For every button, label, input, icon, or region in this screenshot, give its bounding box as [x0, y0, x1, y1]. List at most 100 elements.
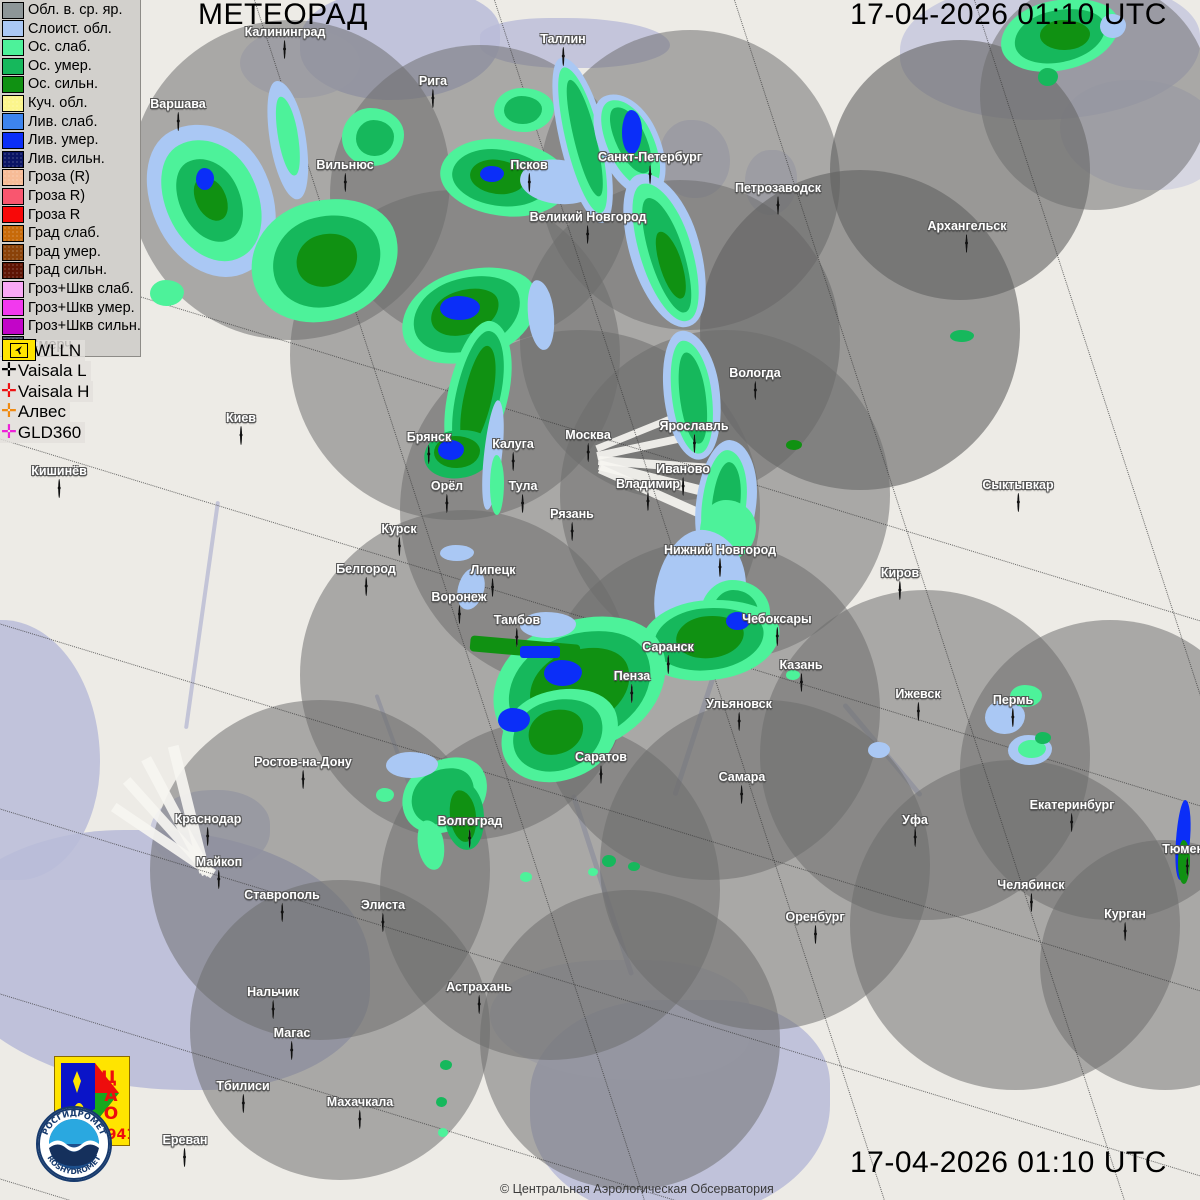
- lightning-legend-row[interactable]: ✛ Vaisala L: [0, 360, 91, 381]
- city-marker[interactable]: Тамбов: [494, 614, 540, 647]
- city-label: Краснодар: [174, 812, 242, 826]
- legend-row[interactable]: Слоист. обл.: [0, 20, 140, 39]
- city-marker[interactable]: Кишинёв: [31, 465, 87, 498]
- city-dot-icon: [631, 683, 633, 703]
- legend-row[interactable]: Лив. умер.: [0, 131, 140, 150]
- city-marker[interactable]: Курган: [1104, 908, 1146, 941]
- legend-row[interactable]: Гроза R: [0, 206, 140, 225]
- city-marker[interactable]: Самара: [719, 771, 765, 804]
- city-dot-icon: [468, 828, 471, 848]
- city-label: Нижний Новгород: [663, 543, 777, 557]
- city-marker[interactable]: Брянск: [407, 431, 451, 464]
- city-marker[interactable]: Рязань: [550, 508, 594, 541]
- city-marker[interactable]: Владимир: [616, 478, 680, 511]
- city-marker[interactable]: Магас: [274, 1027, 310, 1060]
- city-marker[interactable]: Калуга: [492, 438, 534, 471]
- city-marker[interactable]: Саратов: [575, 751, 627, 784]
- legend-row[interactable]: Гроза (R): [0, 168, 140, 187]
- city-marker[interactable]: Майкоп: [196, 856, 242, 889]
- city-marker[interactable]: Тбилиси: [216, 1080, 270, 1113]
- legend-row[interactable]: Ос. слаб.: [0, 38, 140, 57]
- city-marker[interactable]: Пермь: [993, 694, 1033, 727]
- city-marker[interactable]: Волгоград: [438, 815, 502, 848]
- legend-row[interactable]: Лив. сильн.: [0, 150, 140, 169]
- city-dot-icon: [397, 536, 400, 556]
- city-marker[interactable]: Нижний Новгород: [664, 544, 776, 577]
- lightning-legend-row[interactable]: ✛ GLD360: [0, 422, 86, 443]
- city-marker[interactable]: Саранск: [642, 641, 694, 674]
- city-marker[interactable]: Воронеж: [431, 591, 487, 624]
- city-dot-icon: [445, 493, 448, 513]
- legend-row[interactable]: Гроз+Шкв умер.: [0, 299, 140, 318]
- legend-label: Обл. в. ср. яр.: [28, 2, 123, 19]
- city-marker[interactable]: Орёл: [431, 480, 463, 513]
- city-marker[interactable]: Иваново: [656, 463, 710, 496]
- city-marker[interactable]: Псков: [510, 159, 548, 192]
- city-marker[interactable]: Астрахань: [446, 981, 512, 1014]
- echo-cell: [150, 280, 184, 306]
- city-marker[interactable]: Ереван: [163, 1134, 207, 1167]
- echo-cell: [498, 708, 530, 732]
- echo-cell: [588, 868, 598, 876]
- svg-text:А: А: [104, 1086, 118, 1106]
- city-marker[interactable]: Киров: [881, 567, 919, 600]
- city-marker[interactable]: Екатеринбург: [1030, 799, 1114, 832]
- city-marker[interactable]: Варшава: [150, 98, 206, 131]
- city-marker[interactable]: Ульяновск: [706, 698, 772, 731]
- echo-cell: [440, 1060, 452, 1070]
- city-marker[interactable]: Тюмень: [1162, 843, 1200, 876]
- legend-row[interactable]: Куч. обл.: [0, 94, 140, 113]
- timestamp-top: 17-04-2026 01:10 UTC: [850, 0, 1167, 31]
- lightning-legend-row[interactable]: ✛ Алвес: [0, 401, 70, 422]
- city-dot-icon: [432, 88, 434, 108]
- city-marker[interactable]: Санкт-Петербург: [598, 151, 702, 184]
- echo-cell: [436, 1097, 447, 1107]
- legend-swatch: [2, 20, 24, 38]
- city-marker[interactable]: Петрозаводск: [735, 182, 821, 215]
- lightning-legend-row[interactable]: ✛ Vaisala H: [0, 381, 94, 402]
- legend-row[interactable]: Гроза R): [0, 187, 140, 206]
- city-label: Белгород: [336, 562, 396, 576]
- city-marker[interactable]: Липецк: [471, 564, 515, 597]
- city-marker[interactable]: Махачкала: [327, 1096, 393, 1129]
- legend-row[interactable]: Град слаб.: [0, 224, 140, 243]
- radar-cursor-icon[interactable]: [2, 339, 36, 361]
- city-marker[interactable]: Ижевск: [895, 688, 941, 721]
- city-marker[interactable]: Тула: [509, 480, 537, 513]
- city-marker[interactable]: Белгород: [336, 563, 396, 596]
- city-marker[interactable]: Оренбург: [785, 911, 845, 944]
- city-dot-icon: [242, 1093, 244, 1113]
- city-marker[interactable]: Вильнюс: [316, 159, 374, 192]
- legend-row[interactable]: Град сильн.: [0, 261, 140, 280]
- city-marker[interactable]: Рига: [419, 75, 447, 108]
- city-marker[interactable]: Краснодар: [174, 812, 242, 846]
- city-marker[interactable]: Уфа: [902, 814, 928, 847]
- city-marker[interactable]: Нальчик: [247, 986, 299, 1019]
- city-marker[interactable]: Архангельск: [928, 220, 1006, 253]
- legend-row[interactable]: Град умер.: [0, 243, 140, 262]
- city-marker[interactable]: Ярославль: [659, 420, 729, 453]
- legend-row[interactable]: Лив. слаб.: [0, 113, 140, 132]
- city-marker[interactable]: Киев: [226, 412, 256, 445]
- city-dot-icon: [570, 521, 573, 541]
- city-marker[interactable]: Чебоксары: [742, 613, 812, 646]
- city-marker[interactable]: Таллин: [540, 33, 586, 66]
- city-marker[interactable]: Челябинск: [997, 879, 1065, 912]
- city-marker[interactable]: Москва: [565, 429, 611, 462]
- city-marker[interactable]: Калининград: [245, 26, 325, 59]
- city-marker[interactable]: Пенза: [614, 670, 650, 703]
- city-marker[interactable]: Ставрополь: [244, 889, 320, 922]
- legend-row[interactable]: Гроз+Шкв слаб.: [0, 280, 140, 299]
- city-marker[interactable]: Курск: [381, 523, 417, 556]
- city-marker[interactable]: Сыктывкар: [982, 479, 1054, 512]
- legend-row[interactable]: Обл. в. ср. яр.: [0, 1, 140, 20]
- city-marker[interactable]: Ростов-на-Дону: [254, 756, 352, 789]
- city-marker[interactable]: Вологда: [729, 367, 781, 400]
- city-marker[interactable]: Элиста: [361, 899, 405, 932]
- legend-row[interactable]: Гроз+Шкв сильн.: [0, 317, 141, 336]
- city-marker[interactable]: Казань: [779, 659, 823, 692]
- city-label: Ростов-на-Дону: [254, 755, 352, 769]
- city-marker[interactable]: Великий Новгород: [530, 211, 646, 244]
- legend-row[interactable]: Ос. сильн.: [0, 75, 140, 94]
- legend-row[interactable]: Ос. умер.: [0, 57, 140, 76]
